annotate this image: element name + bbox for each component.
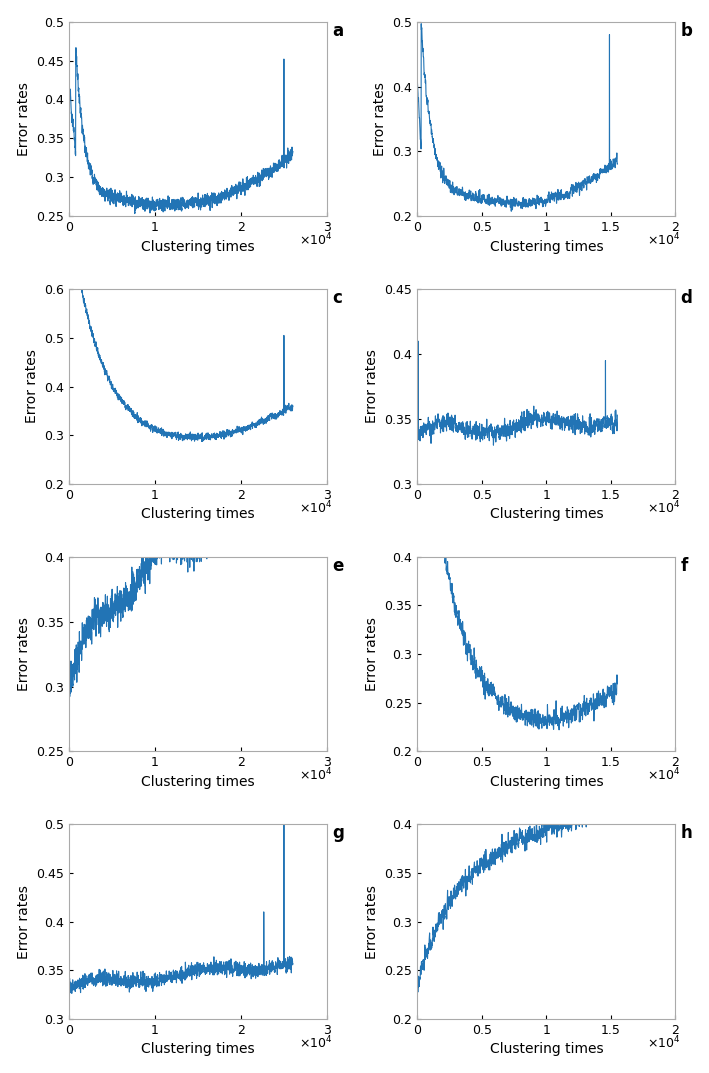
Y-axis label: Error rates: Error rates: [17, 884, 30, 958]
Text: $\mathregular{\times10^4}$: $\mathregular{\times10^4}$: [299, 1034, 333, 1052]
Y-axis label: Error rates: Error rates: [17, 82, 30, 156]
Text: c: c: [333, 290, 342, 307]
Text: $\mathregular{\times10^4}$: $\mathregular{\times10^4}$: [647, 1034, 681, 1052]
Y-axis label: Error rates: Error rates: [25, 350, 38, 424]
X-axis label: Clustering times: Clustering times: [489, 239, 603, 253]
X-axis label: Clustering times: Clustering times: [489, 775, 603, 789]
Text: e: e: [333, 557, 344, 575]
Text: h: h: [681, 824, 693, 842]
X-axis label: Clustering times: Clustering times: [141, 1042, 255, 1056]
X-axis label: Clustering times: Clustering times: [141, 775, 255, 789]
X-axis label: Clustering times: Clustering times: [489, 508, 603, 521]
Text: d: d: [681, 290, 693, 307]
X-axis label: Clustering times: Clustering times: [141, 508, 255, 521]
Text: b: b: [681, 21, 693, 40]
Y-axis label: Error rates: Error rates: [365, 617, 379, 691]
X-axis label: Clustering times: Clustering times: [489, 1042, 603, 1056]
X-axis label: Clustering times: Clustering times: [141, 239, 255, 253]
Text: $\mathregular{\times10^4}$: $\mathregular{\times10^4}$: [299, 499, 333, 516]
Text: $\mathregular{\times10^4}$: $\mathregular{\times10^4}$: [647, 499, 681, 516]
Y-axis label: Error rates: Error rates: [365, 884, 379, 958]
Text: $\mathregular{\times10^4}$: $\mathregular{\times10^4}$: [647, 767, 681, 783]
Text: a: a: [333, 21, 343, 40]
Text: g: g: [333, 824, 345, 842]
Text: $\mathregular{\times10^4}$: $\mathregular{\times10^4}$: [647, 232, 681, 249]
Y-axis label: Error rates: Error rates: [365, 350, 379, 424]
Text: $\mathregular{\times10^4}$: $\mathregular{\times10^4}$: [299, 232, 333, 249]
Text: $\mathregular{\times10^4}$: $\mathregular{\times10^4}$: [299, 767, 333, 783]
Y-axis label: Error rates: Error rates: [373, 82, 387, 156]
Text: f: f: [681, 557, 688, 575]
Y-axis label: Error rates: Error rates: [17, 617, 30, 691]
